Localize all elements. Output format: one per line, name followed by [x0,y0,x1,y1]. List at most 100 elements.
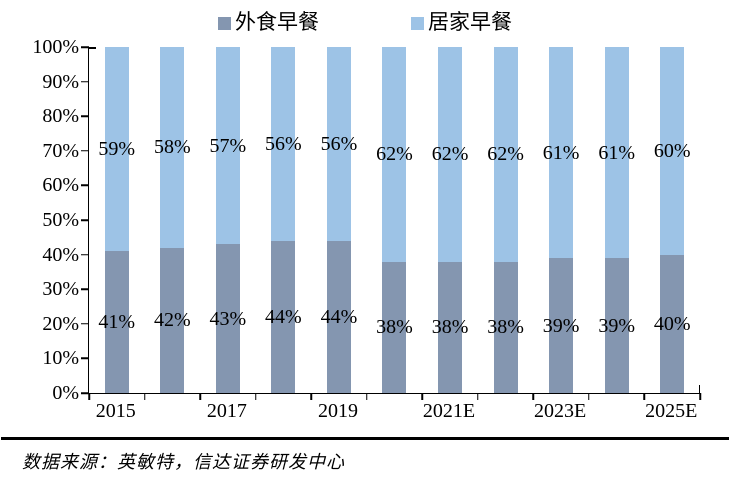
legend-label-home: 居家早餐 [428,9,512,34]
home-swatch-icon [411,16,424,30]
x-axis-tick [477,393,479,400]
dine-out-swatch-icon [218,16,231,30]
segment-home-breakfast [493,47,518,262]
dine-out-breakfast-value-label: 38% [431,316,469,339]
dine-out-breakfast-value-label: 43% [209,307,247,330]
segment-dine-out-breakfast [549,258,574,393]
dine-out-breakfast-value-label: 39% [598,314,636,337]
dine-out-breakfast-value-label: 44% [320,305,358,328]
segment-home-breakfast [604,47,629,259]
x-axis-tick [199,393,201,400]
x-axis-labels: 2015 2017 2019 2021E 2023E 2025E [88,400,699,426]
x-axis-tick [532,393,535,400]
dine-out-breakfast-value-label: 44% [265,305,302,328]
segment-dine-out-breakfast [382,261,407,393]
bar-column: 60% 40% [644,47,700,393]
y-axis-tick [81,323,89,325]
legend: 外食早餐 居家早餐 [0,8,730,36]
segment-home-breakfast [160,47,185,248]
segment-dine-out-breakfast [604,258,629,393]
home-breakfast-value-label: 58% [153,136,191,159]
segment-home-breakfast [271,47,296,241]
x-axis-category-label: 2017 [206,400,247,422]
legend-label-dine-out: 外食早餐 [235,9,319,34]
x-axis-tick [699,393,701,400]
stacked-bar [160,47,185,393]
home-breakfast-value-label: 56% [320,132,358,155]
y-axis-tick-label: 10% [42,347,79,370]
home-breakfast-value-label: 59% [98,138,136,161]
x-axis-tick [88,393,90,400]
x-axis-category-label: 2025E [645,400,698,422]
segment-dine-out-breakfast [326,240,351,393]
x-axis-category-label: 2023E [534,400,587,422]
stacked-bar [549,47,574,393]
stacked-bar [271,47,296,393]
bar-column: 56% 44% [256,47,312,393]
y-axis-tick-label: 100% [32,36,79,58]
dine-out-breakfast-value-label: 41% [98,311,136,334]
dine-out-breakfast-value-label: 40% [653,312,691,335]
plot-area: 100% 90% 80% 70% 60% 50% 40% 30% 20% 10% 0% 59% 41%… [32,37,701,403]
segment-dine-out-breakfast [271,240,296,393]
x-axis-tick [643,393,646,400]
segment-home-breakfast [438,47,463,262]
y-axis-tick [81,288,89,290]
y-axis-tick-label: 90% [42,70,79,93]
stacked-bar [660,47,685,393]
bar-column: 62% 38% [367,47,423,393]
bar-column: 57% 43% [200,47,256,393]
y-axis-tick-label: 50% [42,209,79,231]
y-axis-tick [81,392,89,394]
x-axis-tick [310,393,312,400]
stacked-bar [104,47,129,393]
dine-out-breakfast-value-label: 38% [487,316,524,339]
source-note: 数据来源：英敏特，信达证券研发中心 [22,452,345,472]
y-axis-top-cap [89,47,96,49]
separator-rule [1,437,729,440]
legend-item-home: 居家早餐 [411,9,512,34]
x-axis-tick [254,393,257,400]
segment-dine-out-breakfast [215,244,240,393]
y-axis-tick-label: 0% [52,382,79,404]
home-breakfast-value-label: 61% [598,141,636,164]
y-axis-tick [81,184,89,187]
segment-dine-out-breakfast [660,254,685,393]
x-axis-category-label: 2019 [317,400,358,422]
x-axis-category-label: 2021E [422,400,476,422]
home-breakfast-value-label: 56% [265,132,302,155]
bar-column: 61% 39% [533,47,589,393]
x-axis-tick [421,393,424,400]
home-breakfast-value-label: 62% [431,143,469,166]
x-axis-right-stub [698,385,700,393]
bar-column: 61% 39% [589,47,645,393]
dine-out-breakfast-value-label: 42% [153,309,191,332]
segment-home-breakfast [382,47,407,262]
stacked-bar [604,47,629,393]
dine-out-breakfast-value-label: 39% [542,314,580,337]
x-axis-tick [588,393,590,400]
y-axis-tick [81,46,89,48]
y-axis-tick-label: 40% [42,243,79,266]
home-breakfast-value-label: 60% [653,139,691,162]
y-axis-tick-label: 60% [42,174,79,197]
home-breakfast-value-label: 62% [487,143,524,166]
segment-dine-out-breakfast [160,247,185,393]
x-axis-tick [365,393,368,400]
segment-home-breakfast [660,47,685,255]
legend-item-dine-out: 外食早餐 [218,9,319,34]
home-breakfast-value-label: 62% [376,143,413,166]
home-breakfast-value-label: 57% [209,134,247,157]
segment-home-breakfast [326,47,351,241]
segment-home-breakfast [215,47,240,245]
y-axis-tick-label: 80% [42,105,79,128]
y-axis-tick [81,115,89,117]
bar-column: 56% 44% [311,47,367,393]
stacked-bar [382,47,407,393]
y-axis-tick-label: 30% [42,278,79,301]
y-axis-tick [81,357,89,360]
y-axis-tick [81,253,89,256]
segment-home-breakfast [549,47,574,259]
stacked-bar [326,47,351,393]
y-axis-tick-label: 20% [42,312,79,335]
